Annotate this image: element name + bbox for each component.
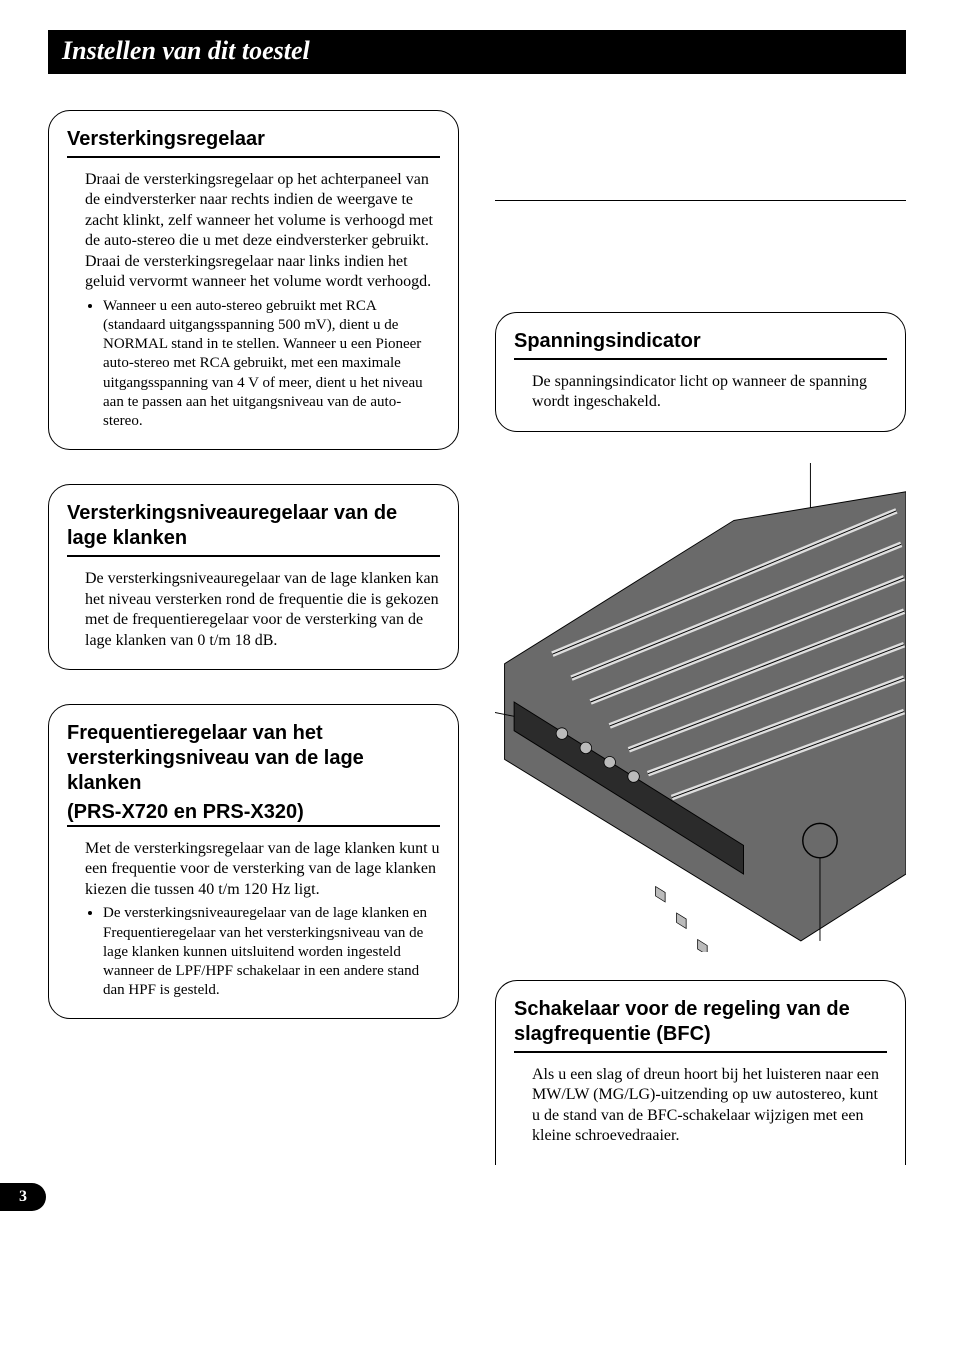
- page-number: 3: [19, 1188, 27, 1206]
- callout-bass-frequency: Frequentieregelaar van het versterkingsn…: [48, 704, 459, 1019]
- section-title-block: Frequentieregelaar van het versterkingsn…: [67, 721, 440, 827]
- right-column: Spanningsindicator De spanningsindicator…: [495, 110, 906, 1199]
- section-title-block: Schakelaar voor de regeling van de slagf…: [514, 997, 887, 1053]
- section-bullets: Wanneer u een auto-stereo gebruikt met R…: [85, 297, 440, 431]
- section-title: Versterkingsregelaar: [67, 127, 440, 152]
- two-column-layout: Versterkingsregelaar Draai de versterkin…: [48, 110, 906, 1199]
- section-title-block: Versterkingsregelaar: [67, 127, 440, 158]
- section-title-block: Spanningsindicator: [514, 329, 887, 360]
- left-column: Versterkingsregelaar Draai de versterkin…: [48, 110, 459, 1199]
- section-body: De versterkingsniveauregelaar van de lag…: [85, 569, 440, 651]
- amplifier-svg: [495, 452, 906, 952]
- bullet-item: Wanneer u een auto-stereo gebruikt met R…: [103, 297, 440, 431]
- leader-line-top: [495, 200, 906, 202]
- section-title: Versterkingsniveauregelaar van de lage k…: [67, 501, 440, 551]
- section-body: De spanningsindicator licht op wanneer d…: [532, 372, 887, 413]
- page-title: Instellen van dit toestel: [62, 36, 310, 65]
- page-number-badge: 3: [0, 1183, 46, 1211]
- amplifier-illustration: [495, 452, 906, 952]
- callout-gain-control: Versterkingsregelaar Draai de versterkin…: [48, 110, 459, 450]
- page: Instellen van dit toestel Versterkingsre…: [0, 0, 954, 1229]
- section-title-block: Versterkingsniveauregelaar van de lage k…: [67, 501, 440, 557]
- section-bullets: De versterkingsniveauregelaar van de lag…: [85, 904, 440, 1000]
- section-subtitle: (PRS-X720 en PRS-X320): [67, 800, 440, 825]
- section-body: Met de versterkingsregelaar van de lage …: [85, 839, 440, 900]
- bullet-item: De versterkingsniveauregelaar van de lag…: [103, 904, 440, 1000]
- section-body: Draai de versterkingsregelaar op het ach…: [85, 170, 440, 293]
- section-title: Schakelaar voor de regeling van de slagf…: [514, 997, 887, 1047]
- section-title: Frequentieregelaar van het versterkingsn…: [67, 721, 440, 796]
- callout-bass-level: Versterkingsniveauregelaar van de lage k…: [48, 484, 459, 670]
- section-body: Als u een slag of dreun hoort bij het lu…: [532, 1065, 887, 1147]
- callout-power-indicator: Spanningsindicator De spanningsindicator…: [495, 312, 906, 432]
- page-title-bar: Instellen van dit toestel: [48, 30, 906, 74]
- callout-bfc-switch: Schakelaar voor de regeling van de slagf…: [495, 980, 906, 1165]
- section-title: Spanningsindicator: [514, 329, 887, 354]
